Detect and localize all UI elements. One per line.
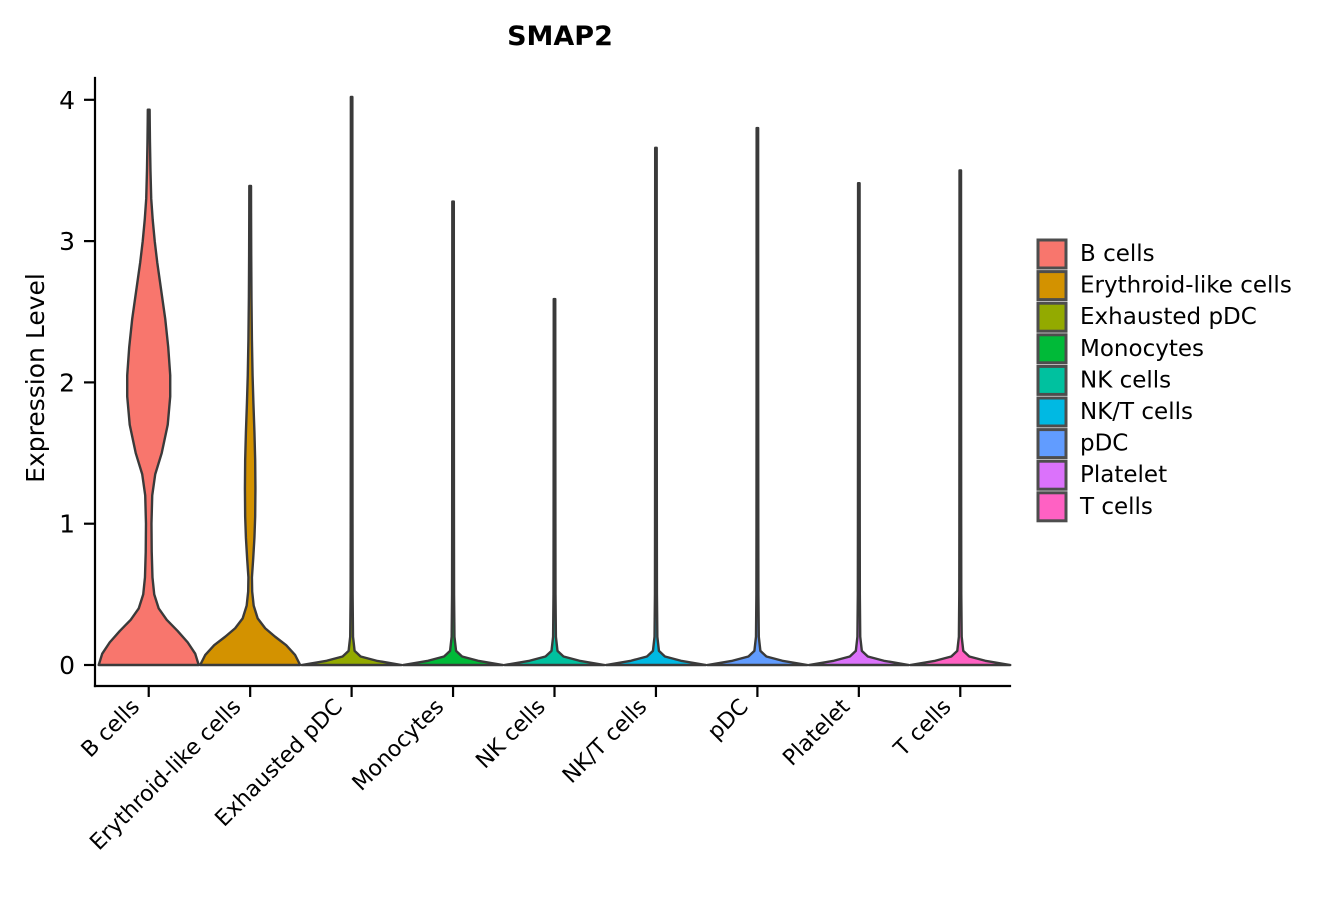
legend-label: T cells bbox=[1079, 494, 1153, 520]
legend-item-nk-cells[interactable]: NK cells bbox=[1036, 364, 1171, 396]
y-tick-label: 1 bbox=[59, 510, 75, 539]
violin-platelet[interactable] bbox=[807, 181, 911, 667]
legend-swatch bbox=[1036, 301, 1068, 333]
violin-nk-cells[interactable] bbox=[503, 297, 606, 667]
page-title: SMAP2 bbox=[507, 21, 613, 52]
legend-item-platelet[interactable]: Platelet bbox=[1036, 459, 1167, 491]
violin-erythroid-like-cells[interactable] bbox=[198, 184, 302, 667]
legend-swatch bbox=[1036, 364, 1068, 396]
legend-swatch bbox=[1036, 428, 1068, 460]
y-tick-label: 2 bbox=[59, 368, 75, 397]
violin-pdc[interactable] bbox=[706, 126, 809, 667]
legend-item-monocytes[interactable]: Monocytes bbox=[1036, 333, 1204, 365]
legend-swatch bbox=[1036, 270, 1068, 302]
legend-swatch bbox=[1036, 396, 1068, 428]
legend-label: Platelet bbox=[1080, 462, 1167, 488]
legend-item-exhausted-pdc[interactable]: Exhausted pDC bbox=[1036, 301, 1257, 333]
legend-swatch bbox=[1036, 491, 1068, 523]
legend-swatch bbox=[1036, 459, 1068, 491]
legend-item-pdc[interactable]: pDC bbox=[1036, 428, 1128, 460]
violin-series-group bbox=[97, 95, 1012, 667]
legend-label: B cells bbox=[1080, 241, 1155, 267]
violin-monocytes[interactable] bbox=[401, 200, 505, 667]
legend-label: Monocytes bbox=[1080, 336, 1204, 362]
y-axis-title: Expression Level bbox=[21, 273, 50, 483]
violin-b-cells[interactable] bbox=[97, 108, 200, 667]
legend-swatch bbox=[1036, 238, 1068, 270]
legend-item-b-cells[interactable]: B cells bbox=[1036, 238, 1155, 270]
legend-label: Exhausted pDC bbox=[1080, 304, 1257, 330]
violin-exhausted-pdc[interactable] bbox=[300, 95, 403, 667]
y-axis: 0 1 2 3 4 bbox=[59, 76, 97, 688]
legend-label: Erythroid-like cells bbox=[1080, 273, 1292, 299]
y-tick-label: 3 bbox=[59, 227, 75, 256]
violin-nk-t-cells[interactable] bbox=[604, 146, 708, 667]
y-tick-label: 4 bbox=[59, 86, 75, 115]
legend-item-nk-t-cells[interactable]: NK/T cells bbox=[1036, 396, 1193, 428]
legend-label: NK/T cells bbox=[1080, 399, 1193, 425]
legend-item-t-cells[interactable]: T cells bbox=[1036, 491, 1153, 523]
violin-t-cells[interactable] bbox=[909, 169, 1012, 667]
legend-label: pDC bbox=[1080, 431, 1128, 457]
y-tick-label: 0 bbox=[59, 651, 75, 680]
legend-label: NK cells bbox=[1080, 367, 1171, 393]
legend-item-erythroid-like-cells[interactable]: Erythroid-like cells bbox=[1036, 270, 1292, 302]
chart-legend: B cells Erythroid-like cells Exhausted pDC… bbox=[1036, 238, 1292, 523]
legend-swatch bbox=[1036, 333, 1068, 365]
x-axis bbox=[93, 684, 1012, 697]
